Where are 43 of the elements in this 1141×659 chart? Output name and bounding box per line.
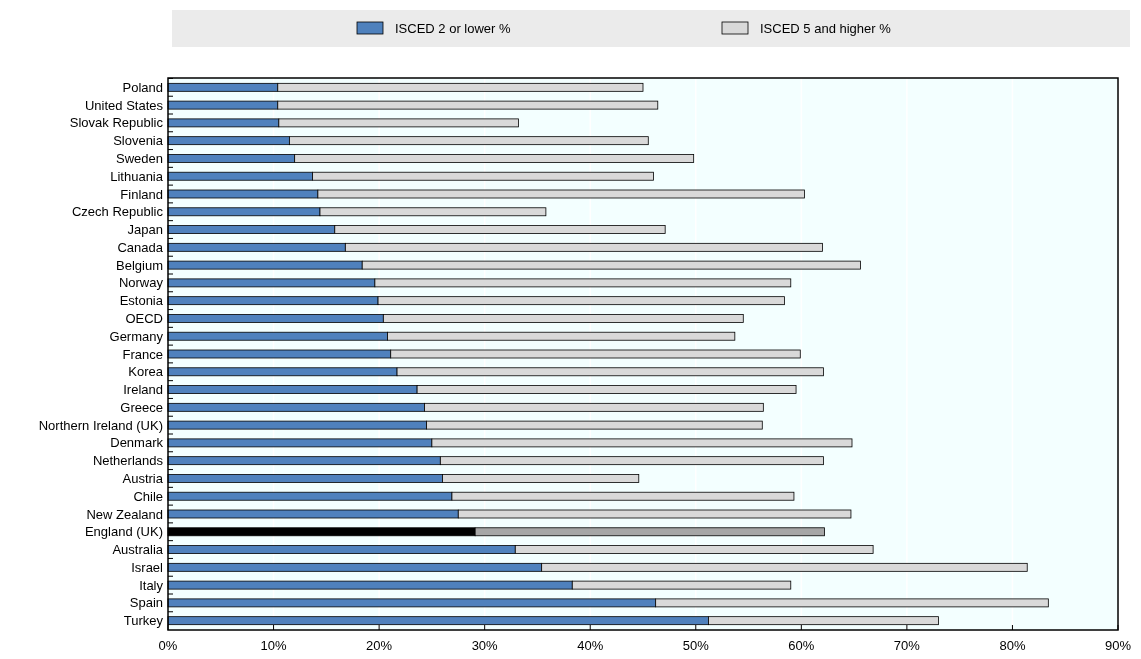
legend-label: ISCED 5 and higher % xyxy=(760,21,892,36)
y-tick-label: United States xyxy=(84,97,164,113)
x-tick-label: 10% xyxy=(260,638,287,653)
x-tick-label: 40% xyxy=(577,638,604,653)
y-tick-label: Denmark xyxy=(110,435,164,451)
x-tick-label: 30% xyxy=(471,638,499,653)
y-tick-label: Norway xyxy=(118,275,164,291)
y-tick-label: Sweden xyxy=(116,150,163,166)
y-tick-label: Finland xyxy=(120,186,163,202)
y-tick-label: Korea xyxy=(128,364,164,380)
y-tick-label: Canada xyxy=(117,239,164,255)
x-tick-label: 0% xyxy=(158,638,178,653)
y-tick-label: Northern Ireland (UK) xyxy=(38,417,163,433)
x-tick-label: 50% xyxy=(682,638,710,653)
y-tick-label: Israel xyxy=(131,559,164,575)
y-tick-label: Estonia xyxy=(119,293,164,309)
y-tick-label: Spain xyxy=(129,595,163,611)
legend-label: ISCED 2 or lower % xyxy=(395,21,512,36)
y-tick-label: Turkey xyxy=(123,613,164,629)
x-tick-label: 70% xyxy=(893,638,921,653)
x-tick-label: 90% xyxy=(1104,638,1132,653)
x-tick-label: 80% xyxy=(999,638,1026,653)
y-tick-label: Japan xyxy=(127,222,163,238)
y-tick-label: New Zealand xyxy=(86,506,163,522)
y-tick-label: Australia xyxy=(112,542,164,558)
y-tick-label: Greece xyxy=(120,399,163,415)
y-tick-label: Lithuania xyxy=(110,168,164,184)
y-tick-label: Germany xyxy=(109,328,164,344)
y-tick-label: Austria xyxy=(122,470,164,486)
y-tick-label: England (UK) xyxy=(84,524,163,540)
y-tick-label: Ireland xyxy=(123,382,163,398)
y-tick-label: OECD xyxy=(125,310,163,326)
y-tick-label: Czech Republic xyxy=(71,204,164,220)
y-tick-label: Italy xyxy=(139,577,164,593)
x-tick-label: 60% xyxy=(788,638,815,653)
y-tick-label: Poland xyxy=(122,79,163,95)
y-tick-label: Chile xyxy=(133,488,163,504)
x-tick-label: 20% xyxy=(366,638,393,653)
y-tick-label: Netherlands xyxy=(92,453,164,469)
y-tick-label: Slovak Republic xyxy=(69,115,164,131)
y-tick-label: Belgium xyxy=(116,257,163,273)
y-tick-label: France xyxy=(122,346,163,362)
y-tick-label: Slovenia xyxy=(113,133,164,149)
